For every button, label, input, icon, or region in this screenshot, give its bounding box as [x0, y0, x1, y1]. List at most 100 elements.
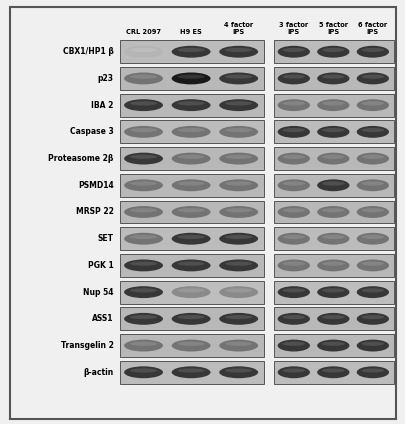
Ellipse shape — [321, 48, 344, 52]
Text: Proteasome 2β: Proteasome 2β — [48, 154, 113, 163]
Ellipse shape — [124, 153, 162, 165]
Bar — [119, 40, 263, 63]
Ellipse shape — [360, 288, 383, 293]
Ellipse shape — [171, 179, 210, 191]
Ellipse shape — [219, 340, 258, 351]
Bar — [119, 94, 263, 117]
Ellipse shape — [171, 126, 210, 138]
Ellipse shape — [321, 315, 344, 319]
Ellipse shape — [356, 179, 388, 191]
Ellipse shape — [224, 342, 252, 346]
Ellipse shape — [224, 75, 252, 79]
Ellipse shape — [130, 75, 157, 79]
Ellipse shape — [277, 233, 309, 245]
Ellipse shape — [224, 101, 252, 106]
Ellipse shape — [282, 48, 305, 52]
Bar — [119, 227, 263, 250]
Ellipse shape — [124, 73, 162, 84]
Bar — [273, 120, 393, 143]
Ellipse shape — [282, 75, 305, 79]
Ellipse shape — [224, 262, 252, 266]
Ellipse shape — [224, 315, 252, 319]
Ellipse shape — [177, 101, 204, 106]
Ellipse shape — [277, 99, 309, 111]
Ellipse shape — [171, 46, 210, 58]
Ellipse shape — [124, 286, 162, 298]
Ellipse shape — [171, 366, 210, 378]
Ellipse shape — [316, 259, 349, 271]
Ellipse shape — [277, 46, 309, 58]
Ellipse shape — [130, 235, 157, 239]
Ellipse shape — [177, 48, 204, 52]
Ellipse shape — [356, 286, 388, 298]
Bar — [273, 334, 393, 357]
Ellipse shape — [282, 288, 305, 293]
Bar — [273, 281, 393, 304]
Text: 4 factor
IPS: 4 factor IPS — [224, 22, 253, 35]
Ellipse shape — [321, 368, 344, 373]
Ellipse shape — [130, 101, 157, 106]
Bar — [119, 174, 263, 197]
Ellipse shape — [360, 48, 383, 52]
Ellipse shape — [360, 101, 383, 106]
Ellipse shape — [360, 315, 383, 319]
Ellipse shape — [316, 46, 349, 58]
Ellipse shape — [124, 313, 162, 325]
Ellipse shape — [177, 128, 204, 132]
Ellipse shape — [316, 153, 349, 165]
Text: CRL 2097: CRL 2097 — [126, 29, 161, 35]
Text: 5 factor
IPS: 5 factor IPS — [318, 22, 347, 35]
Ellipse shape — [356, 259, 388, 271]
Ellipse shape — [177, 288, 204, 293]
Text: Nup 54: Nup 54 — [83, 287, 113, 297]
Ellipse shape — [282, 181, 305, 186]
Ellipse shape — [356, 340, 388, 351]
Ellipse shape — [130, 262, 157, 266]
Ellipse shape — [321, 262, 344, 266]
Text: ASS1: ASS1 — [92, 314, 113, 324]
Ellipse shape — [177, 235, 204, 239]
Ellipse shape — [282, 315, 305, 319]
Text: CBX1/HP1 β: CBX1/HP1 β — [63, 47, 113, 56]
Ellipse shape — [360, 235, 383, 239]
Ellipse shape — [130, 208, 157, 212]
Text: H9 ES: H9 ES — [180, 29, 202, 35]
Ellipse shape — [360, 262, 383, 266]
Text: Caspase 3: Caspase 3 — [70, 127, 113, 137]
FancyBboxPatch shape — [10, 7, 395, 419]
Bar — [119, 147, 263, 170]
Ellipse shape — [219, 99, 258, 111]
Ellipse shape — [282, 155, 305, 159]
Ellipse shape — [321, 288, 344, 293]
Ellipse shape — [277, 286, 309, 298]
Ellipse shape — [356, 99, 388, 111]
Ellipse shape — [130, 128, 157, 132]
Bar — [119, 67, 263, 90]
Ellipse shape — [219, 286, 258, 298]
Ellipse shape — [282, 368, 305, 373]
Bar — [273, 201, 393, 223]
Ellipse shape — [171, 206, 210, 218]
Ellipse shape — [360, 368, 383, 373]
Ellipse shape — [171, 73, 210, 84]
Text: 3 factor
IPS: 3 factor IPS — [279, 22, 308, 35]
Ellipse shape — [321, 235, 344, 239]
Bar — [273, 307, 393, 330]
Ellipse shape — [171, 340, 210, 351]
Ellipse shape — [277, 366, 309, 378]
Ellipse shape — [171, 286, 210, 298]
Ellipse shape — [171, 99, 210, 111]
Ellipse shape — [321, 342, 344, 346]
Ellipse shape — [316, 233, 349, 245]
Ellipse shape — [282, 262, 305, 266]
Ellipse shape — [277, 73, 309, 84]
Ellipse shape — [360, 208, 383, 212]
Text: p23: p23 — [98, 74, 113, 83]
Ellipse shape — [321, 181, 344, 186]
Ellipse shape — [224, 181, 252, 186]
Ellipse shape — [130, 368, 157, 373]
Bar — [273, 227, 393, 250]
Ellipse shape — [130, 288, 157, 293]
Bar — [119, 201, 263, 223]
Ellipse shape — [124, 366, 162, 378]
